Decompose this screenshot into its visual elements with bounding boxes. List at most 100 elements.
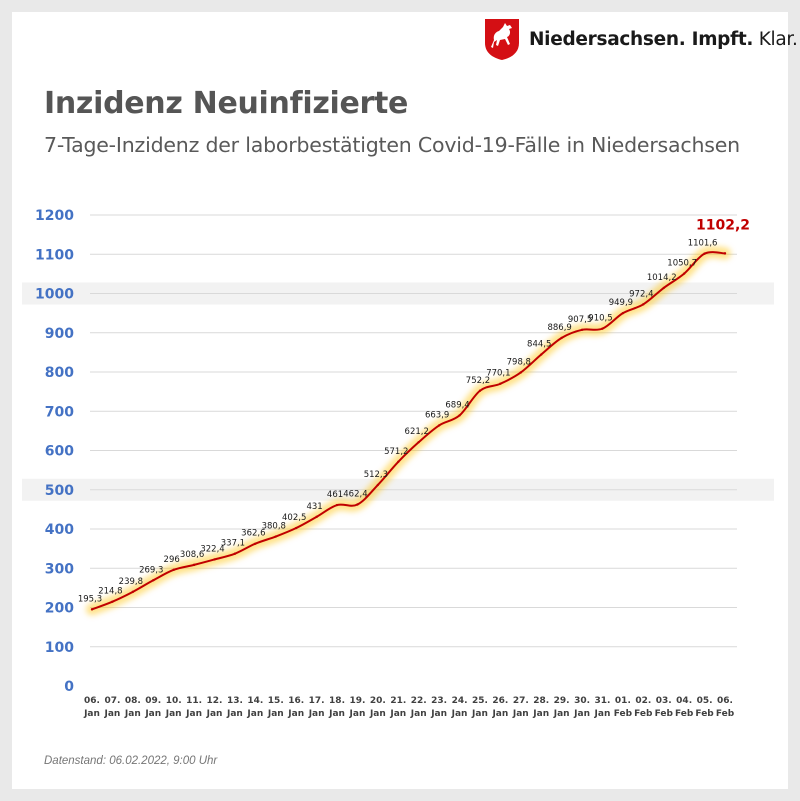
x-tick-label: 31. Jan: [594, 696, 611, 719]
data-point: [397, 460, 400, 464]
data-point: [131, 590, 135, 594]
data-label: 571,2: [384, 447, 408, 457]
series-line: [91, 251, 726, 611]
chart-card: [12, 12, 788, 789]
x-tick-label: 22. Jan: [410, 696, 427, 719]
x-tick-label: 17. Jan: [308, 696, 325, 719]
y-tick-label: 300: [45, 561, 74, 577]
data-timestamp: Datenstand: 06.02.2022, 9:00 Uhr: [44, 755, 218, 767]
y-tick-label: 1200: [35, 208, 74, 224]
x-tick-label: 03. Feb: [655, 696, 674, 719]
data-label: 239,8: [119, 577, 143, 587]
data-point: [294, 526, 298, 530]
data-point: [376, 483, 380, 487]
data-label: 308,6: [180, 550, 204, 560]
x-tick-label: 02. Feb: [634, 696, 653, 719]
brand-name: Niedersachsen. Impft. Klar.: [529, 29, 798, 50]
data-point: [233, 552, 237, 555]
data-label: 689,4: [445, 400, 469, 410]
x-tick-label: 30. Jan: [573, 696, 590, 719]
x-tick-label: 16. Jan: [287, 696, 304, 719]
x-tick-label: 04. Feb: [675, 696, 694, 719]
data-label: 798,8: [507, 357, 531, 367]
data-point: [499, 382, 502, 385]
data-point: [111, 600, 114, 603]
data-label: 949,9: [609, 298, 633, 308]
data-label: 461: [327, 490, 343, 500]
data-label: 269,3: [139, 565, 163, 575]
brand-name-bold: Niedersachsen. Impft.: [529, 28, 754, 50]
data-point: [519, 371, 523, 374]
x-tick-label: 24. Jan: [451, 696, 468, 719]
data-label: 337,1: [221, 539, 245, 549]
data-label: 1014,2: [647, 273, 677, 283]
x-tick-label: 08. Jan: [124, 696, 141, 719]
x-tick-label: 10. Jan: [165, 696, 182, 719]
data-label-latest: 1102,2: [696, 217, 750, 233]
x-tick-label: 01. Feb: [614, 696, 633, 719]
x-tick-label: 06. Feb: [716, 696, 735, 719]
data-label: 214,8: [98, 587, 122, 597]
data-point: [458, 414, 461, 417]
gridlines: [90, 214, 737, 648]
data-point: [274, 535, 277, 538]
y-tick-label: 500: [45, 483, 74, 499]
data-label: 663,9: [425, 410, 449, 420]
y-tick-label: 800: [45, 365, 74, 381]
y-tick-label: 400: [45, 522, 74, 538]
data-point: [172, 568, 175, 572]
x-tick-label: 23. Jan: [430, 696, 447, 719]
data-label: 886,9: [547, 323, 571, 333]
data-point: [662, 286, 665, 290]
x-tick-label: 13. Jan: [226, 696, 243, 719]
data-point: [90, 608, 94, 611]
x-tick-label: 18. Jan: [328, 696, 345, 719]
data-label: 907,5: [568, 315, 592, 325]
x-tick-label: 21. Jan: [389, 696, 406, 719]
data-point: [703, 252, 706, 255]
data-point: [723, 252, 727, 255]
x-tick-label: 19. Jan: [349, 696, 366, 719]
x-tick-label: 20. Jan: [369, 696, 386, 719]
data-point: [356, 503, 359, 506]
data-point: [417, 440, 420, 444]
data-label: 431: [306, 502, 322, 512]
data-point: [213, 558, 216, 561]
data-label: 1050,7: [667, 259, 697, 269]
page-title: Inzidenz Neuinfizierte: [44, 86, 409, 121]
data-label: 844,5: [527, 340, 551, 350]
data-point: [478, 389, 482, 392]
lower-saxony-horse-crest-icon: [485, 19, 519, 60]
x-tick-label: 11. Jan: [185, 696, 202, 719]
x-tick-label: 09. Jan: [144, 696, 161, 719]
y-tick-label: 1000: [35, 287, 74, 303]
x-tick-label: 25. Jan: [471, 696, 488, 719]
data-label: 362,6: [241, 529, 265, 539]
x-tick-label: 29. Jan: [553, 696, 570, 719]
data-point: [437, 424, 441, 427]
x-tick-label: 12. Jan: [206, 696, 223, 719]
data-label: 1101,6: [688, 239, 718, 249]
x-tick-label: 07. Jan: [103, 696, 120, 719]
data-point: [192, 563, 196, 567]
data-label: 972,4: [629, 289, 653, 299]
y-tick-label: 200: [45, 601, 74, 617]
data-point: [540, 353, 543, 356]
data-label: 296: [164, 555, 180, 565]
y-tick-label: 1100: [35, 247, 74, 263]
data-label: 380,8: [262, 522, 286, 532]
data-label: 621,2: [405, 427, 429, 437]
y-tick-label: 600: [45, 444, 74, 460]
data-label: 910,5: [588, 314, 612, 324]
data-label: 512,3: [364, 470, 388, 480]
brand-name-light: Klar.: [753, 28, 798, 50]
y-axis-ticks: 0 100 200 300 400 500 600 700 800 900 1000 1100 1200: [35, 208, 74, 695]
y-tick-label: 900: [45, 326, 74, 342]
series-incidence: [86, 246, 731, 616]
data-point: [315, 515, 318, 519]
brand-logo[interactable]: Niedersachsen. Impft. Klar.: [483, 17, 798, 61]
x-tick-label: 26. Jan: [491, 696, 508, 719]
